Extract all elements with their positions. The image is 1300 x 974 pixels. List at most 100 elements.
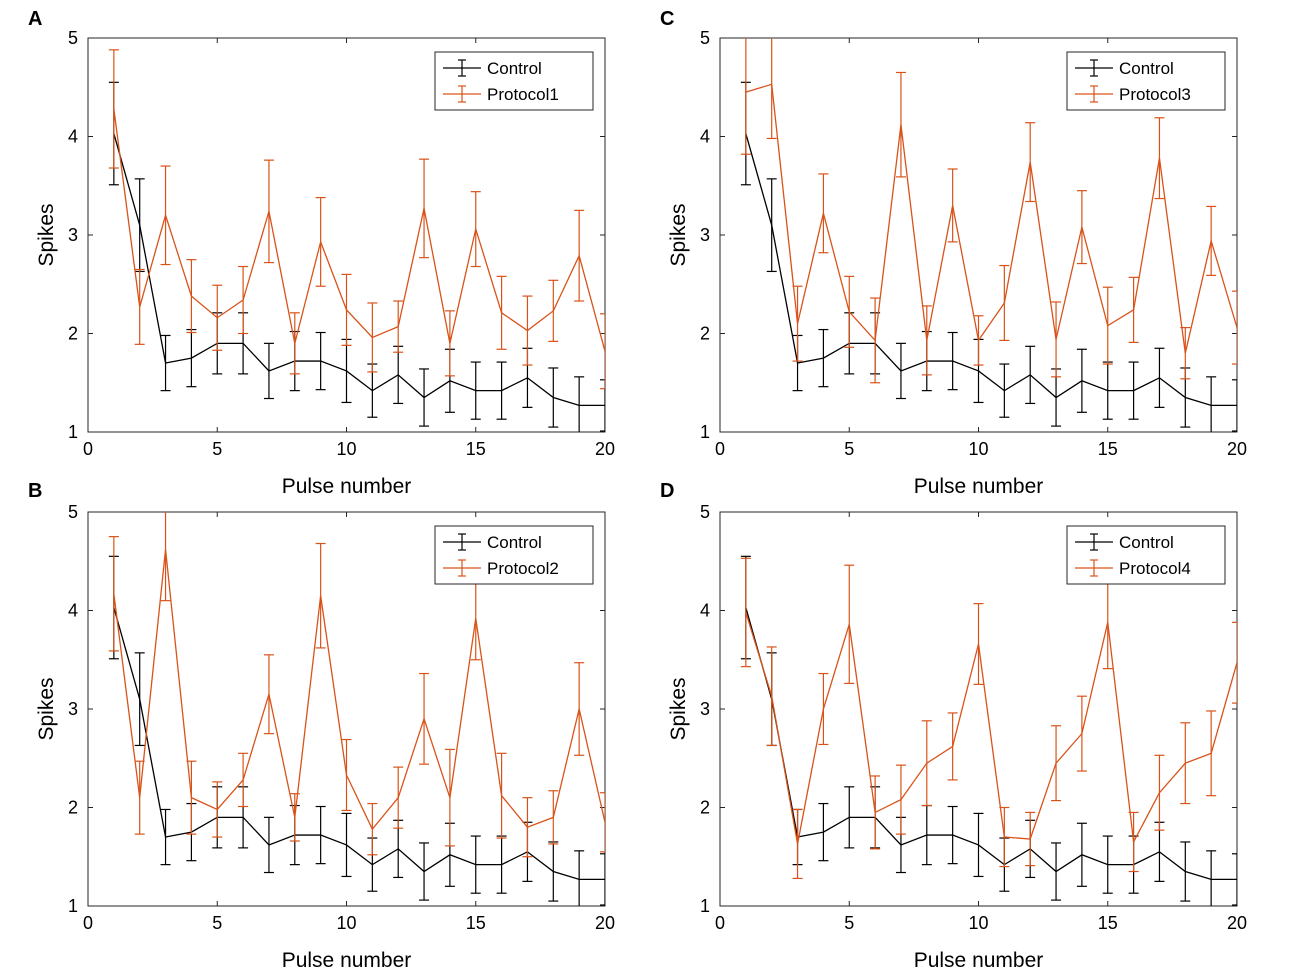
x-tick-label: 5 bbox=[212, 913, 222, 933]
error-bar bbox=[419, 368, 430, 427]
y-tick-label: 5 bbox=[68, 502, 78, 522]
y-tick-label: 2 bbox=[68, 324, 78, 344]
error-bar bbox=[186, 259, 197, 334]
error-bar bbox=[134, 268, 145, 345]
error-bar bbox=[548, 279, 559, 342]
error-bar bbox=[1051, 842, 1062, 901]
error-bar bbox=[263, 654, 274, 735]
y-tick-label: 1 bbox=[700, 422, 710, 442]
error-bar bbox=[470, 835, 481, 894]
error-bar bbox=[1051, 725, 1062, 802]
panel-d: D 0 5 10 15 20 1 2 3 4 5 Pulse number Spikes Control P… bbox=[660, 480, 1247, 972]
error-bar bbox=[289, 793, 300, 842]
error-bar bbox=[315, 196, 326, 287]
panel-label: A bbox=[28, 8, 42, 30]
error-bar bbox=[470, 191, 481, 268]
legend-label: Protocol2 bbox=[487, 559, 559, 578]
y-tick-label: 3 bbox=[68, 699, 78, 719]
error-bar bbox=[600, 379, 605, 432]
legend-item: Control bbox=[443, 59, 542, 78]
error-bar bbox=[1232, 853, 1237, 906]
error-bar bbox=[393, 300, 404, 353]
y-tick-label: 4 bbox=[700, 601, 710, 621]
legend: Control Protocol2 bbox=[434, 525, 594, 585]
error-bar bbox=[1232, 621, 1237, 704]
error-bar bbox=[792, 808, 803, 880]
panel-a: A 0 5 10 15 20 1 2 3 4 5 Pulse number Spikes Control P… bbox=[28, 8, 615, 498]
legend-box bbox=[1066, 525, 1226, 585]
legend-label: Control bbox=[487, 59, 542, 78]
x-tick-label: 20 bbox=[1227, 439, 1247, 459]
error-bar bbox=[341, 812, 352, 878]
error-bar bbox=[1076, 822, 1087, 887]
error-bar bbox=[263, 342, 274, 400]
error-bar bbox=[496, 752, 507, 839]
plot-area bbox=[108, 49, 605, 432]
error-bar bbox=[393, 345, 404, 405]
error-bar bbox=[289, 312, 300, 375]
error-bar bbox=[134, 652, 145, 747]
legend-label: Control bbox=[487, 533, 542, 552]
error-bar bbox=[766, 38, 777, 140]
legend-item: Control bbox=[443, 533, 542, 552]
panel-c: C 0 5 10 15 20 1 2 3 4 5 Pulse number Spikes Control P… bbox=[660, 8, 1247, 498]
series-control bbox=[740, 81, 1237, 432]
error-bar bbox=[574, 662, 585, 756]
error-bar bbox=[393, 766, 404, 829]
error-bar bbox=[341, 738, 352, 812]
error-bar bbox=[818, 672, 829, 746]
error-bar bbox=[1154, 347, 1165, 408]
error-bar bbox=[1232, 379, 1237, 432]
x-tick-label: 5 bbox=[212, 439, 222, 459]
error-bar bbox=[496, 275, 507, 350]
y-axis-label: Spikes bbox=[35, 203, 58, 266]
error-bar bbox=[212, 284, 223, 351]
legend-box bbox=[434, 51, 594, 111]
x-axis-label: Pulse number bbox=[282, 475, 412, 498]
error-bar bbox=[999, 264, 1010, 341]
error-bar bbox=[1025, 811, 1036, 867]
series-line bbox=[113, 133, 605, 407]
error-bar bbox=[844, 564, 855, 684]
error-bar bbox=[1232, 290, 1237, 365]
series-line bbox=[745, 607, 1237, 881]
error-bar bbox=[238, 752, 249, 808]
error-bar bbox=[792, 285, 803, 362]
error-bar bbox=[1206, 205, 1217, 276]
series-line bbox=[113, 607, 605, 881]
series-protocol4 bbox=[740, 557, 1237, 880]
x-tick-label: 0 bbox=[83, 913, 93, 933]
x-axis-label: Pulse number bbox=[914, 475, 1044, 498]
plot-area bbox=[740, 555, 1237, 906]
x-tick-label: 0 bbox=[715, 439, 725, 459]
error-bar bbox=[947, 331, 958, 391]
legend: Control Protocol3 bbox=[1066, 51, 1226, 111]
error-bar bbox=[1102, 286, 1113, 365]
error-bar bbox=[548, 790, 559, 845]
x-tick-label: 10 bbox=[336, 439, 356, 459]
legend-item: Control bbox=[1075, 533, 1174, 552]
error-bar bbox=[973, 315, 984, 366]
x-axis-label: Pulse number bbox=[914, 949, 1044, 972]
panel-label: B bbox=[28, 480, 42, 502]
legend-box bbox=[1066, 51, 1226, 111]
error-bar bbox=[393, 819, 404, 879]
error-bar bbox=[870, 297, 881, 384]
error-bar bbox=[1025, 345, 1036, 405]
error-bar bbox=[1076, 348, 1087, 413]
legend-label: Protocol4 bbox=[1119, 559, 1191, 578]
y-tick-label: 2 bbox=[700, 798, 710, 818]
error-bar bbox=[315, 805, 326, 865]
error-bar bbox=[263, 816, 274, 874]
error-bar bbox=[548, 367, 559, 428]
error-bar bbox=[973, 603, 984, 685]
y-tick-label: 1 bbox=[700, 896, 710, 916]
legend-item: Protocol2 bbox=[443, 559, 559, 578]
y-axis-label: Spikes bbox=[667, 203, 690, 266]
error-bar bbox=[444, 748, 455, 847]
legend-item: Protocol1 bbox=[443, 85, 559, 104]
error-bar bbox=[1025, 122, 1036, 203]
error-bar bbox=[574, 209, 585, 302]
error-bar bbox=[818, 328, 829, 388]
error-bar bbox=[895, 342, 906, 400]
